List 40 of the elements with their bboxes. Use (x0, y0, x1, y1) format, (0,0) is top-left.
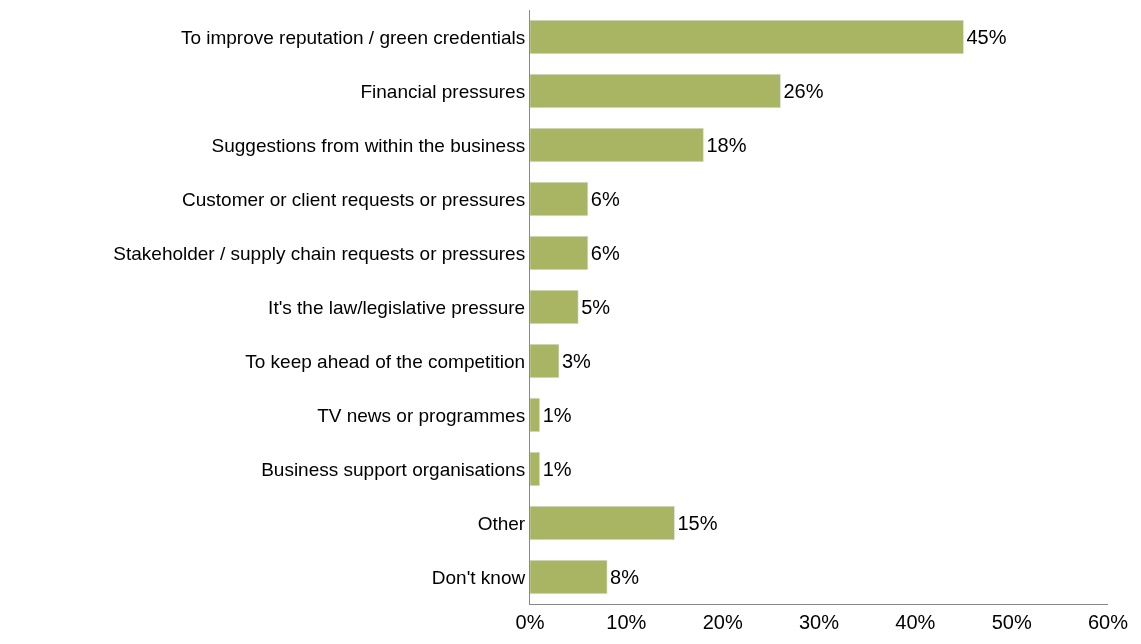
data-label: 8% (610, 566, 640, 588)
data-label: 1% (542, 404, 572, 426)
x-tick-label: 30% (798, 611, 840, 633)
data-label: 18% (706, 134, 747, 156)
data-label: 45% (966, 26, 1007, 48)
data-label: 1% (542, 458, 572, 480)
y-tick-label: To improve reputation / green credentials (180, 26, 526, 48)
y-tick-label: Financial pressures (360, 80, 526, 102)
bar (530, 128, 704, 162)
bar (530, 344, 560, 378)
bar (530, 182, 589, 216)
y-tick-label: Other (477, 512, 526, 534)
bar (530, 506, 675, 540)
data-label: 3% (561, 350, 592, 372)
x-tick-label: 60% (1087, 611, 1129, 633)
x-tick-label: 40% (895, 611, 936, 633)
bar (530, 452, 540, 486)
data-label: 26% (783, 80, 824, 102)
bar (530, 74, 781, 108)
x-tick-label: 50% (991, 611, 1032, 633)
y-tick-label: Customer or client requests or pressures (182, 188, 526, 210)
y-tick-label: It's the law/legislative pressure (268, 296, 526, 318)
y-tick-label: TV news or programmes (317, 404, 526, 426)
bar (530, 20, 964, 54)
x-tick-label: 20% (702, 611, 743, 633)
y-tick-label: Business support organisations (261, 458, 526, 480)
bar (530, 398, 540, 432)
x-tick-label: 0% (515, 611, 545, 633)
bar (530, 560, 608, 594)
y-tick-label: Suggestions from within the business (211, 134, 526, 156)
data-label: 5% (581, 296, 611, 318)
data-label: 6% (590, 188, 620, 210)
y-tick-label: To keep ahead of the competition (245, 350, 526, 372)
y-tick-label: Stakeholder / supply chain requests or pressures (113, 242, 526, 264)
data-label: 6% (590, 242, 620, 264)
bar (530, 236, 589, 270)
x-tick-label: 10% (606, 611, 647, 633)
bar (530, 290, 579, 324)
data-label: 15% (677, 512, 718, 534)
y-tick-label: Don't know (431, 566, 526, 588)
